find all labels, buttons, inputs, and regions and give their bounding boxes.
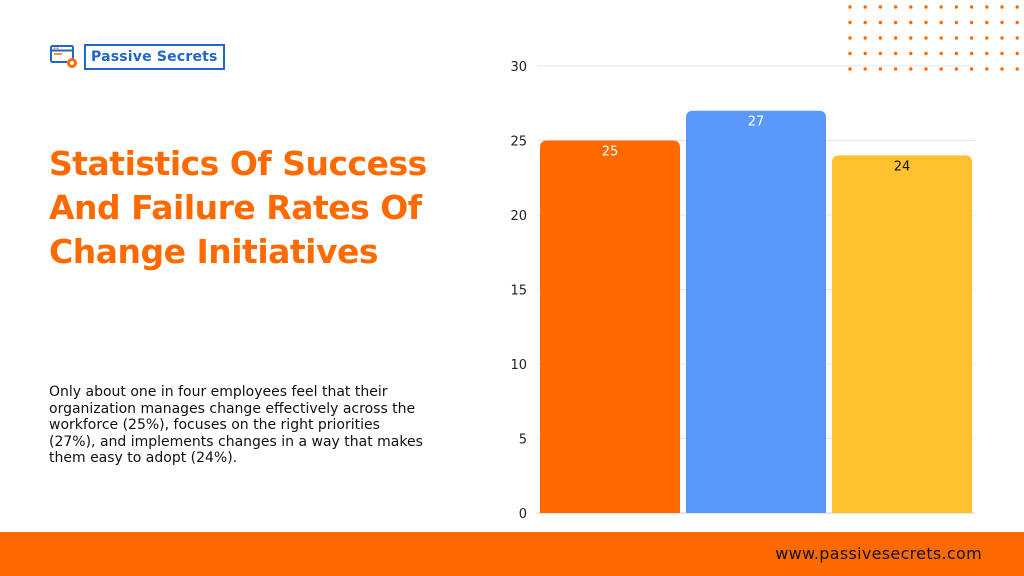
decor-dot	[909, 67, 913, 71]
decor-dot	[924, 51, 928, 56]
decor-dot	[985, 5, 989, 9]
decor-dot	[969, 51, 974, 56]
bar-value-label: 27	[748, 115, 765, 130]
decor-dot	[954, 36, 959, 40]
decor-dot	[1000, 36, 1004, 40]
y-tick-label: 20	[510, 209, 527, 224]
decor-dot	[969, 67, 974, 71]
decor-dot	[969, 20, 974, 25]
decor-dot	[1015, 67, 1019, 71]
decor-dot	[863, 20, 867, 25]
decor-dot	[954, 51, 959, 56]
bar-2	[686, 110, 826, 513]
decor-dot	[939, 36, 943, 40]
decor-dot	[893, 20, 898, 25]
browser-gear-icon	[50, 45, 77, 68]
decor-dot	[969, 5, 974, 9]
decor-dot	[924, 36, 928, 40]
decor-dot	[863, 51, 867, 56]
y-tick-label: 10	[510, 358, 527, 373]
description-text: Only about one in four employees feel th…	[49, 384, 423, 466]
bar-1	[540, 140, 680, 513]
decorative-dot-grid	[848, 5, 1019, 71]
decor-dot	[954, 67, 959, 71]
brand-logo[interactable]: Passive Secrets	[50, 44, 225, 70]
decor-dot	[848, 67, 852, 71]
decor-dot	[878, 20, 883, 25]
decor-dot	[909, 51, 913, 56]
y-tick-label: 30	[510, 60, 527, 75]
decor-dot	[893, 5, 898, 9]
decor-dot	[893, 67, 898, 71]
footer-bar: www.passivesecrets.com	[0, 532, 1024, 576]
decor-dot	[939, 51, 943, 56]
decor-dot	[863, 36, 867, 40]
decor-dot	[1015, 20, 1019, 25]
decor-dot	[878, 51, 883, 56]
decor-dot	[924, 5, 928, 9]
y-tick-label: 15	[510, 284, 527, 299]
bar-value-label: 25	[602, 145, 619, 160]
decor-dot	[863, 67, 867, 71]
decor-dot	[1015, 51, 1019, 56]
decor-dot	[985, 20, 989, 25]
decor-dot	[848, 51, 852, 56]
decor-dot	[848, 20, 852, 25]
decor-dot	[1000, 67, 1004, 71]
decor-dot	[848, 5, 852, 9]
decor-dot	[954, 5, 959, 9]
decor-dot	[909, 5, 913, 9]
decor-dot	[1015, 36, 1019, 40]
decor-dot	[939, 20, 943, 25]
bar-value-label: 24	[894, 159, 911, 174]
decor-dot	[848, 36, 852, 40]
decor-dot	[985, 36, 989, 40]
logo-wordmark: Passive Secrets	[91, 49, 218, 65]
decor-dot	[893, 51, 898, 56]
decor-dot	[985, 51, 989, 56]
bar-3	[832, 155, 972, 513]
decor-dot	[878, 5, 883, 9]
y-tick-label: 25	[510, 135, 527, 150]
decor-dot	[878, 36, 883, 40]
decor-dot	[1000, 20, 1004, 25]
y-tick-label: 0	[519, 507, 527, 522]
logo-wordmark-box: Passive Secrets	[84, 44, 225, 70]
decor-dot	[863, 5, 867, 9]
footer-url-link[interactable]: www.passivesecrets.com	[775, 544, 982, 563]
decor-dot	[1000, 5, 1004, 9]
decor-dot	[1000, 51, 1004, 56]
decor-dot	[909, 20, 913, 25]
decor-dot	[939, 5, 943, 9]
decor-dot	[878, 67, 883, 71]
decor-dot	[924, 67, 928, 71]
decor-dot	[924, 20, 928, 25]
decor-dot	[954, 20, 959, 25]
decor-dot	[985, 67, 989, 71]
decor-dot	[969, 36, 974, 40]
decor-dot	[1015, 5, 1019, 9]
page-title: Statistics Of Success And Failure Rates …	[49, 144, 427, 271]
decor-dot	[939, 67, 943, 71]
decor-dot	[893, 36, 898, 40]
decor-dot	[909, 36, 913, 40]
y-tick-label: 5	[519, 433, 527, 448]
